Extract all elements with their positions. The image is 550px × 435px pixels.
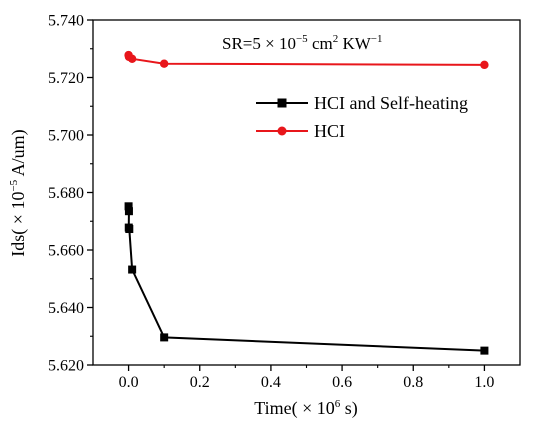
- series-2-point: [480, 60, 489, 70]
- series-1-point: [124, 202, 133, 211]
- x-axis-label: Time( × 106 s): [254, 398, 358, 419]
- series-layer: [124, 50, 489, 355]
- y-tick-label: 5.660: [48, 243, 84, 260]
- x-axis-ticks: 0.0 0.2 0.4 0.6 0.8 1.0: [119, 365, 494, 391]
- x-tick-label: 0.6: [332, 374, 352, 391]
- y-tick-label: 5.720: [48, 70, 84, 87]
- legend-label-hci: HCI: [314, 121, 345, 141]
- x-tick-label: 0.8: [403, 374, 423, 391]
- y-tick-label: 5.700: [48, 128, 84, 145]
- y-tick-label: 5.620: [48, 358, 84, 375]
- y-tick-label: 5.640: [48, 300, 84, 317]
- series-1-point: [160, 333, 169, 342]
- legend-marker-square: [277, 98, 287, 108]
- series-1-point: [125, 225, 134, 234]
- series-2-line: [127, 54, 485, 66]
- x-tick-label: 1.0: [474, 374, 494, 391]
- legend-item-hci-self-heating: HCI and Self-heating: [256, 93, 468, 113]
- legend: HCI and Self-heating HCI: [256, 93, 468, 141]
- series-1-point: [480, 346, 489, 355]
- series-2-point: [159, 59, 169, 68]
- x-tick-label: 0.4: [261, 374, 281, 391]
- legend-item-hci: HCI: [256, 121, 345, 141]
- y-tick-label: 5.740: [48, 13, 84, 30]
- chart-annotation: SR=5 × 10−5 cm2 KW−1: [222, 33, 383, 53]
- x-tick-label: 0.0: [119, 374, 139, 391]
- y-axis-ticks: 5.620 5.640 5.660 5.680 5.700 5.720 5.740: [48, 13, 93, 375]
- series-2-point: [127, 54, 137, 64]
- y-axis-label: Ids( × 10−5 A/um): [8, 129, 29, 256]
- y-tick-label: 5.680: [48, 185, 84, 202]
- series-1-point: [128, 265, 137, 274]
- legend-marker-circle: [277, 126, 287, 136]
- series-1-line: [127, 206, 485, 352]
- series-1-point: [124, 207, 133, 216]
- legend-label-hci-self-heating: HCI and Self-heating: [314, 93, 468, 113]
- plot-frame: [92, 19, 521, 366]
- x-tick-label: 0.2: [190, 374, 210, 391]
